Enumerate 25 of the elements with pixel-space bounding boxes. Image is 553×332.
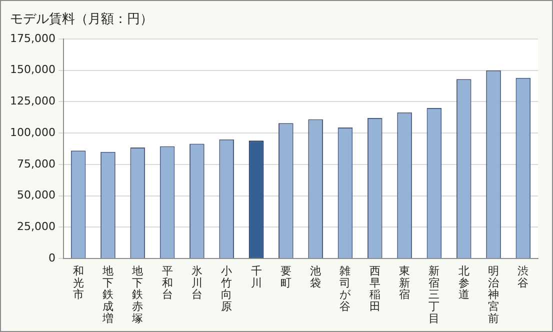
y-tick-label: 150,000 <box>10 63 56 76</box>
x-tick-label: 雑司が谷 <box>340 264 352 314</box>
y-tick-label: 100,000 <box>10 126 56 139</box>
x-tick-label: 西早稲田 <box>369 264 380 314</box>
x-tick-label: 池袋 <box>310 264 322 290</box>
x-tick-label: 要町 <box>280 264 292 290</box>
x-tick-label: 和光市 <box>72 264 84 302</box>
y-tick-label: 75,000 <box>16 157 56 170</box>
y-tick-label: 125,000 <box>10 94 56 108</box>
x-tick-label: 千川 <box>250 264 262 290</box>
x-tick-label: 新宿三丁目 <box>428 264 440 325</box>
x-tick-label: 平和台 <box>162 264 173 302</box>
y-tick-label: 175,000 <box>10 32 56 45</box>
y-tick-label: 25,000 <box>16 220 56 234</box>
x-tick-label: 北参道 <box>458 264 470 302</box>
x-tick-label: 地下鉄赤塚 <box>131 264 144 325</box>
x-tick-label: 渋谷 <box>518 264 529 290</box>
x-tick-label: 地下鉄成増 <box>101 264 114 325</box>
y-tick-label: 50,000 <box>16 188 56 202</box>
y-tick-label: 0 <box>48 251 56 264</box>
chart-title: モデル賃料（月額：円） <box>10 11 153 28</box>
x-tick-label: 小竹向原 <box>221 264 232 314</box>
x-tick-label: 氷川台 <box>191 264 202 302</box>
x-tick-label: 明治神宮前 <box>488 264 500 325</box>
x-tick-label: 東新宿 <box>399 264 410 302</box>
